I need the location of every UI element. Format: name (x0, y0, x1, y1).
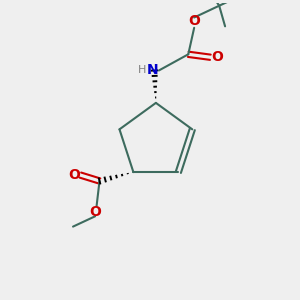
Text: O: O (188, 14, 200, 28)
Text: O: O (68, 168, 80, 182)
Text: O: O (89, 206, 101, 220)
Text: N: N (147, 64, 159, 77)
Text: H: H (138, 65, 146, 76)
Text: O: O (211, 50, 223, 64)
